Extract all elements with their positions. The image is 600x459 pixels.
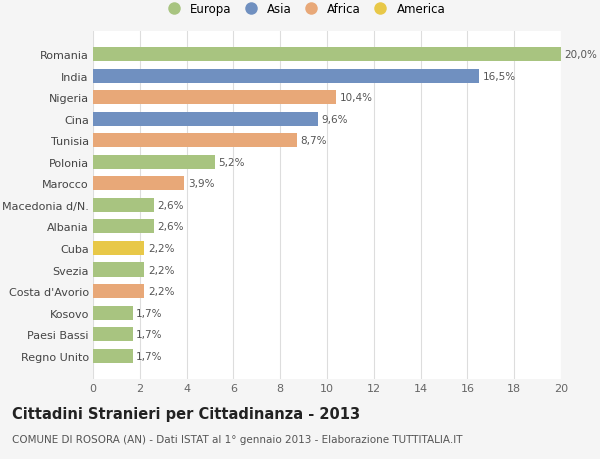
Bar [93, 241, 145, 255]
Text: 2,2%: 2,2% [148, 243, 175, 253]
Bar [93, 91, 337, 105]
Bar [93, 156, 215, 169]
Text: 10,4%: 10,4% [340, 93, 373, 103]
Text: 1,7%: 1,7% [136, 308, 163, 318]
Bar [93, 349, 133, 363]
Text: 20,0%: 20,0% [565, 50, 598, 60]
Text: 1,7%: 1,7% [136, 351, 163, 361]
Text: 2,2%: 2,2% [148, 286, 175, 297]
Bar [93, 134, 296, 148]
Text: COMUNE DI ROSORA (AN) - Dati ISTAT al 1° gennaio 2013 - Elaborazione TUTTITALIA.: COMUNE DI ROSORA (AN) - Dati ISTAT al 1°… [12, 434, 463, 444]
Text: 2,6%: 2,6% [157, 222, 184, 232]
Bar [93, 285, 145, 298]
Bar [93, 48, 561, 62]
Bar [93, 327, 133, 341]
Text: Cittadini Stranieri per Cittadinanza - 2013: Cittadini Stranieri per Cittadinanza - 2… [12, 406, 360, 421]
Text: 3,9%: 3,9% [188, 179, 214, 189]
Text: 2,2%: 2,2% [148, 265, 175, 275]
Text: 2,6%: 2,6% [157, 201, 184, 210]
Bar [93, 263, 145, 277]
Legend: Europa, Asia, Africa, America: Europa, Asia, Africa, America [158, 0, 449, 19]
Bar [93, 198, 154, 213]
Bar [93, 69, 479, 84]
Text: 16,5%: 16,5% [482, 72, 516, 81]
Bar [93, 306, 133, 320]
Bar [93, 177, 184, 191]
Bar [93, 112, 317, 126]
Bar [93, 220, 154, 234]
Text: 8,7%: 8,7% [300, 136, 326, 146]
Text: 9,6%: 9,6% [321, 114, 347, 124]
Text: 5,2%: 5,2% [218, 157, 245, 168]
Text: 1,7%: 1,7% [136, 330, 163, 339]
